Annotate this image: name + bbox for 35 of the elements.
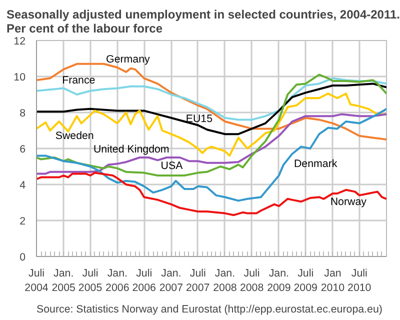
- x-tick-label: Jan. 2006: [106, 268, 130, 294]
- x-tick-label: Jan. 2005: [52, 268, 76, 294]
- x-tick-label: Juli 2007: [186, 268, 210, 294]
- y-tick-label: 0: [20, 252, 26, 264]
- x-tick-label: Juli 2005: [78, 268, 102, 294]
- y-tick-label: 8: [20, 108, 26, 120]
- y-tick-label: 10: [14, 72, 26, 84]
- line-series: [36, 113, 386, 175]
- line-series: [36, 172, 386, 216]
- series-label: Germany: [106, 54, 151, 66]
- line-series: [36, 77, 386, 121]
- x-tick-label: Jan. 2007: [159, 268, 184, 294]
- y-tick-label: 2: [20, 216, 26, 228]
- series-label: United Kingdom: [93, 144, 170, 156]
- chart-subtitle: Per cent of the labour force: [6, 22, 163, 36]
- series-label: France: [62, 74, 96, 86]
- x-tick-label: Juli 2008: [240, 268, 264, 294]
- x-tick-label: Jan. 2009: [267, 268, 291, 294]
- x-tick-label: Juli 2010: [348, 268, 372, 294]
- x-tick-label: Jan 2010: [320, 268, 345, 294]
- series-label: Sweden: [55, 130, 94, 142]
- series-label: USA: [160, 160, 184, 172]
- x-tick-label: Juli 2004: [24, 268, 48, 294]
- y-tick-label: 12: [14, 36, 26, 48]
- y-tick-label: 6: [20, 144, 26, 156]
- y-tick-label: 4: [20, 180, 26, 192]
- series-label: Denmark: [294, 158, 338, 170]
- series-label: EU15: [186, 113, 213, 126]
- x-tick-label: Juli 2006: [132, 268, 156, 294]
- source-note: Source: Statistics Norway and Eurostat (http://epp.eurostat.ec.europa.eu): [36, 304, 382, 316]
- series-label: Norway: [330, 196, 368, 208]
- line-series: [36, 74, 386, 176]
- x-tick-label: Jan. 2008: [213, 268, 237, 294]
- chart-title: Seasonally adjusted unemployment in selected countries, 2004-2011.: [6, 8, 400, 22]
- x-tick-label: Juli 2009: [294, 268, 318, 294]
